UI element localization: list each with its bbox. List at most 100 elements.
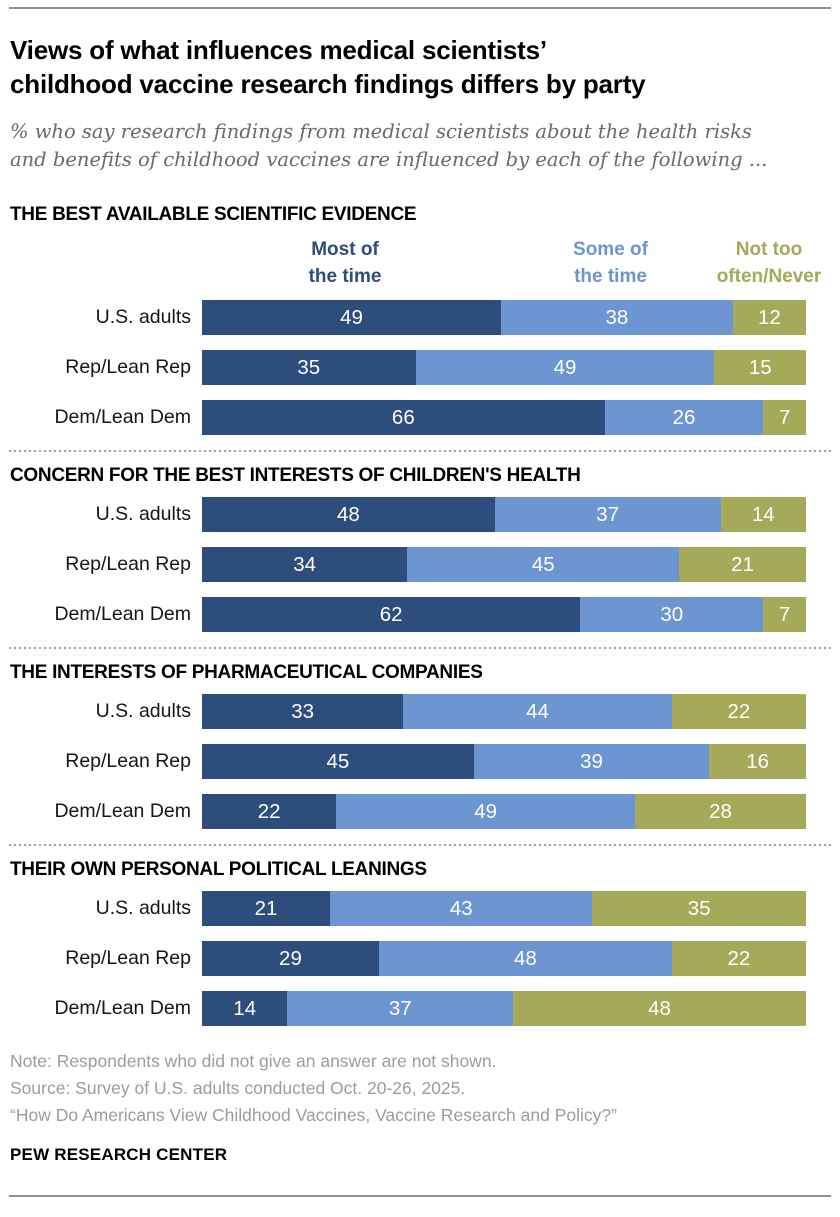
chart-sections: THE BEST AVAILABLE SCIENTIFIC EVIDENCE M… [0, 204, 840, 1027]
bar-value-label: 38 [605, 305, 629, 329]
bar-segment-never: 15 [714, 350, 806, 386]
bar-segment-most: 35 [202, 350, 416, 386]
bar-segment-never: 7 [763, 400, 806, 436]
bottom-rule [9, 1194, 831, 1197]
bar-segment-some: 49 [336, 794, 636, 830]
chart-section: THE BEST AVAILABLE SCIENTIFIC EVIDENCE M… [0, 204, 840, 436]
stacked-bar: 45 39 16 [202, 744, 806, 780]
bar-row: Dem/Lean Dem 22 49 28 [0, 794, 840, 830]
top-rule [9, 7, 831, 9]
bar-segment-most: 66 [202, 400, 605, 436]
stacked-bar: 22 49 28 [202, 794, 806, 830]
bar-segment-some: 39 [473, 744, 710, 780]
bar-segment-never: 14 [720, 497, 806, 533]
bar-row: U.S. adults 48 37 14 [0, 497, 840, 533]
page-subtitle: % who say research findings from medical… [10, 118, 830, 175]
bar-value-label: 48 [337, 502, 360, 526]
bar-segment-some: 30 [580, 597, 764, 633]
dotted-separator [9, 450, 831, 453]
bar-value-label: 35 [297, 355, 321, 379]
chart-footer: Note: Respondents who did not give an an… [10, 1048, 830, 1129]
stacked-bar: 33 44 22 [202, 694, 806, 730]
chart-section: THEIR OWN PERSONAL POLITICAL LEANINGS U.S… [0, 859, 840, 1027]
bar-segment-most: 62 [202, 597, 581, 633]
bar-value-label: 14 [233, 996, 257, 1020]
bar-value-label: 39 [580, 749, 603, 773]
row-label: Rep/Lean Rep [65, 947, 191, 970]
legend-not-too-often-never: Not too often/Never [700, 236, 838, 290]
bar-segment-most: 29 [202, 941, 379, 977]
row-label: Dem/Lean Dem [54, 603, 191, 626]
legend-label-line: Some of [573, 239, 648, 261]
stacked-bar: 49 38 12 [202, 300, 806, 336]
row-label: Dem/Lean Dem [54, 800, 191, 823]
bar-segment-most: 14 [202, 991, 288, 1027]
bar-segment-never: 16 [709, 744, 806, 780]
bar-row: U.S. adults 33 44 22 [0, 694, 840, 730]
bar-value-label: 15 [748, 355, 772, 379]
dotted-separator [9, 647, 831, 650]
bar-segment-some: 38 [500, 300, 733, 336]
stacked-bar: 14 37 48 [202, 991, 806, 1027]
stacked-bar: 35 49 15 [202, 350, 806, 386]
row-label: Dem/Lean Dem [54, 997, 191, 1020]
bar-segment-most: 21 [202, 891, 331, 927]
bar-value-label: 26 [672, 405, 696, 429]
bar-value-label: 45 [326, 749, 350, 773]
row-label: Rep/Lean Rep [65, 750, 191, 773]
bar-value-label: 29 [279, 946, 302, 970]
bar-value-label: 66 [391, 405, 415, 429]
note-text: Note: Respondents who did not give an an… [10, 1051, 497, 1072]
bar-value-label: 21 [254, 896, 278, 920]
bar-value-label: 7 [778, 602, 791, 626]
row-label: U.S. adults [95, 306, 191, 329]
bar-row: Dem/Lean Dem 66 26 7 [0, 400, 840, 436]
bar-segment-some: 26 [604, 400, 764, 436]
bar-row: Rep/Lean Rep 45 39 16 [0, 744, 840, 780]
bar-segment-never: 48 [513, 991, 806, 1027]
stacked-bar: 48 37 14 [202, 497, 806, 533]
bar-row: Dem/Lean Dem 14 37 48 [0, 991, 840, 1027]
bar-value-label: 28 [709, 799, 732, 823]
bar-segment-never: 22 [671, 941, 806, 977]
report-title-text: “How Do Americans View Childhood Vaccine… [10, 1105, 617, 1126]
section-heading: THE INTERESTS OF PHARMACEUTICAL COMPANIE… [10, 662, 483, 684]
bar-value-label: 49 [474, 799, 498, 823]
bar-value-label: 22 [727, 946, 751, 970]
section-heading: THE BEST AVAILABLE SCIENTIFIC EVIDENCE [10, 204, 417, 226]
bar-value-label: 45 [531, 552, 555, 576]
bar-segment-never: 35 [592, 891, 806, 927]
bar-segment-most: 45 [202, 744, 474, 780]
bar-segment-never: 28 [635, 794, 806, 830]
bar-value-label: 16 [746, 749, 770, 773]
row-label: Dem/Lean Dem [54, 406, 191, 429]
bar-segment-some: 37 [287, 991, 514, 1027]
section-heading: THEIR OWN PERSONAL POLITICAL LEANINGS [10, 859, 427, 881]
stacked-bar: 29 48 22 [202, 941, 806, 977]
bar-segment-some: 48 [378, 941, 672, 977]
page-subtitle-line1: % who say research findings from medical… [10, 119, 752, 143]
bar-value-label: 48 [648, 996, 671, 1020]
row-label: Rep/Lean Rep [65, 356, 191, 379]
bar-value-label: 12 [757, 305, 781, 329]
dotted-separator [9, 844, 831, 847]
bar-value-label: 7 [778, 405, 791, 429]
bar-value-label: 21 [731, 552, 754, 576]
section-heading: CONCERN FOR THE BEST INTERESTS OF CHILDR… [10, 465, 581, 487]
bar-segment-some: 45 [407, 547, 680, 583]
legend-label-line: Not too [735, 239, 803, 261]
bar-value-label: 44 [526, 699, 549, 723]
bar-value-label: 37 [388, 996, 412, 1020]
row-label: U.S. adults [95, 503, 191, 526]
bar-value-label: 33 [291, 699, 315, 723]
bar-value-label: 22 [257, 799, 281, 823]
stacked-bar: 66 26 7 [202, 400, 806, 436]
bar-segment-some: 43 [330, 891, 593, 927]
bar-segment-most: 48 [202, 497, 495, 533]
bar-segment-most: 34 [202, 547, 408, 583]
page-title-line1: Views of what influences medical scienti… [10, 35, 547, 65]
page-title: Views of what influences medical scienti… [10, 33, 830, 102]
bar-value-label: 22 [727, 699, 751, 723]
bar-row: Dem/Lean Dem 62 30 7 [0, 597, 840, 633]
bar-value-label: 62 [379, 602, 403, 626]
